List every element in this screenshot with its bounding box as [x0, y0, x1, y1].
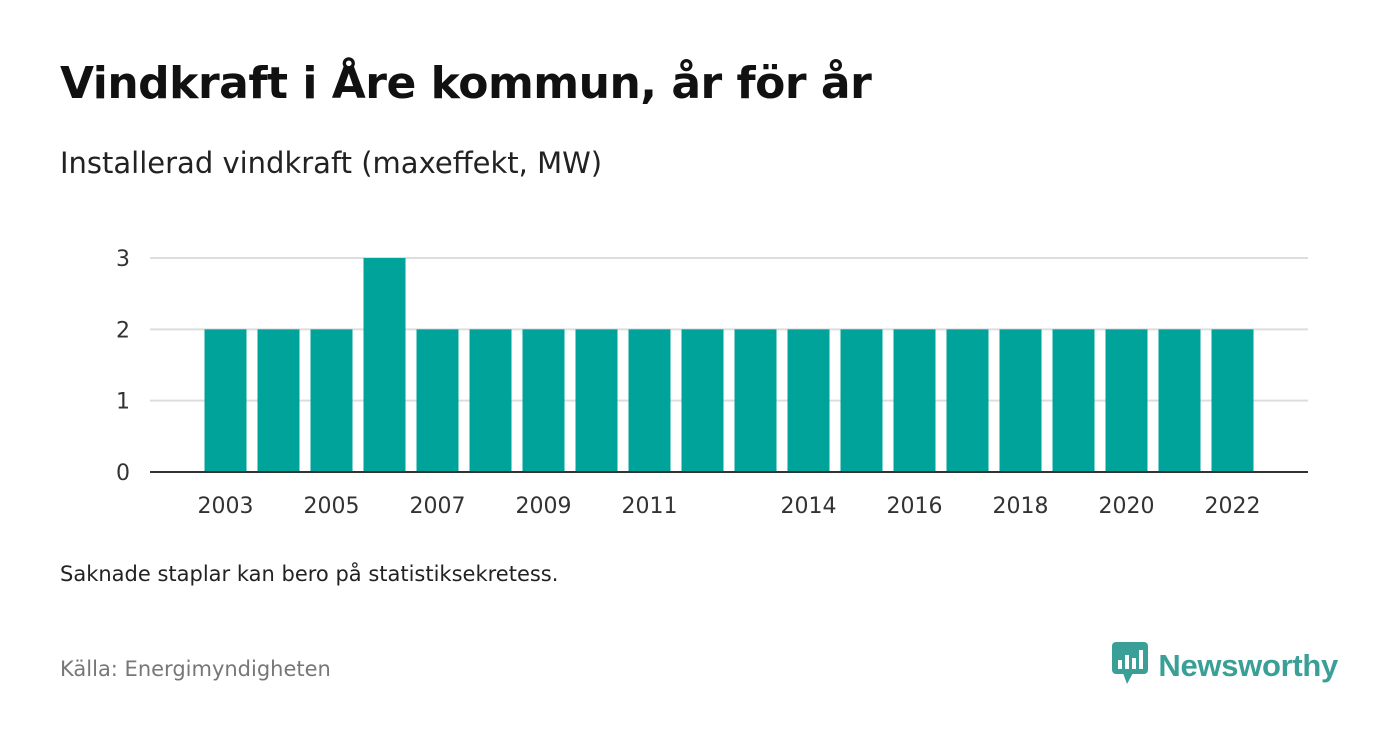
chart-subtitle: Installerad vindkraft (maxeffekt, MW) [60, 146, 603, 180]
x-tick-label: 2022 [1205, 494, 1261, 519]
bar-2003 [204, 329, 247, 472]
bar-2008 [469, 329, 512, 472]
y-tick-label: 3 [116, 247, 130, 272]
bar-2017 [946, 329, 989, 472]
bar-2010 [575, 329, 618, 472]
bar-2021 [1158, 329, 1201, 472]
y-tick-label: 1 [116, 390, 130, 415]
bar-2019 [1052, 329, 1095, 472]
bar-2006 [363, 258, 406, 472]
brand-name: Newsworthy [1158, 648, 1338, 683]
x-tick-label: 2018 [993, 494, 1049, 519]
source-text: Källa: Energimyndigheten [60, 657, 331, 681]
y-tick-label: 2 [116, 318, 130, 343]
x-tick-label: 2009 [516, 494, 572, 519]
bar-2018 [999, 329, 1042, 472]
bar-2009 [522, 329, 565, 472]
bar-2016 [893, 329, 936, 472]
x-tick-label: 2011 [622, 494, 678, 519]
x-tick-label: 2016 [887, 494, 943, 519]
bar-2022 [1211, 329, 1254, 472]
bar-2013 [734, 329, 777, 472]
newsworthy-logo-icon [1112, 642, 1149, 690]
x-tick-label: 2014 [781, 494, 837, 519]
bar-2007 [416, 329, 459, 472]
x-tick-label: 2005 [304, 494, 360, 519]
x-tick-label: 2007 [410, 494, 466, 519]
bar-2014 [787, 329, 830, 472]
x-tick-label: 2003 [198, 494, 254, 519]
bar-2004 [257, 329, 300, 472]
bar-2015 [840, 329, 883, 472]
brand-logo: Newsworthy [1112, 642, 1338, 690]
page-title: Vindkraft i Åre kommun, år för år [60, 58, 872, 109]
bar-2020 [1105, 329, 1148, 472]
y-tick-label: 0 [116, 461, 130, 486]
bar-2012 [681, 329, 724, 472]
x-tick-label: 2020 [1099, 494, 1155, 519]
bar-2011 [628, 329, 671, 472]
footnote: Saknade staplar kan bero på statistiksek… [60, 562, 559, 586]
bar-2005 [310, 329, 353, 472]
